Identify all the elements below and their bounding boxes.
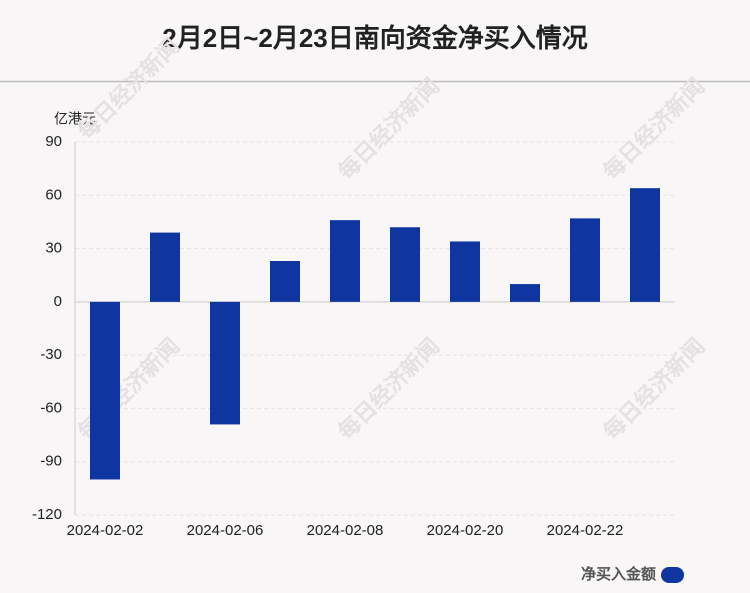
x-tick-label: 2024-02-22: [547, 522, 624, 539]
bar: [450, 241, 480, 302]
y-axis-label: 亿港元: [54, 111, 96, 127]
legend-label: 净买入金额: [581, 565, 656, 583]
bar: [630, 188, 660, 302]
bar: [330, 220, 360, 302]
y-tick-label: 30: [45, 240, 62, 257]
y-tick-label: -120: [32, 506, 62, 523]
y-tick-label: 60: [45, 186, 62, 203]
x-tick-label: 2024-02-06: [187, 522, 264, 539]
bar: [270, 261, 300, 302]
bar: [90, 301, 120, 480]
y-tick-label: 0: [54, 293, 62, 310]
y-tick-label: -60: [40, 399, 62, 416]
x-tick-label: 2024-02-20: [427, 522, 504, 539]
legend-swatch: [661, 567, 684, 583]
x-tick-label: 2024-02-02: [67, 522, 144, 539]
bar: [210, 301, 240, 425]
bar: [510, 284, 540, 302]
x-tick-label: 2024-02-08: [307, 522, 384, 539]
chart-title: 2月2日~2月23日南向资金净买入情况: [162, 23, 587, 53]
y-tick-label: -30: [40, 346, 62, 363]
bar: [570, 218, 600, 302]
bar: [150, 232, 180, 302]
y-tick-label: -90: [40, 453, 62, 470]
bar: [390, 227, 420, 302]
y-tick-label: 90: [45, 133, 62, 150]
